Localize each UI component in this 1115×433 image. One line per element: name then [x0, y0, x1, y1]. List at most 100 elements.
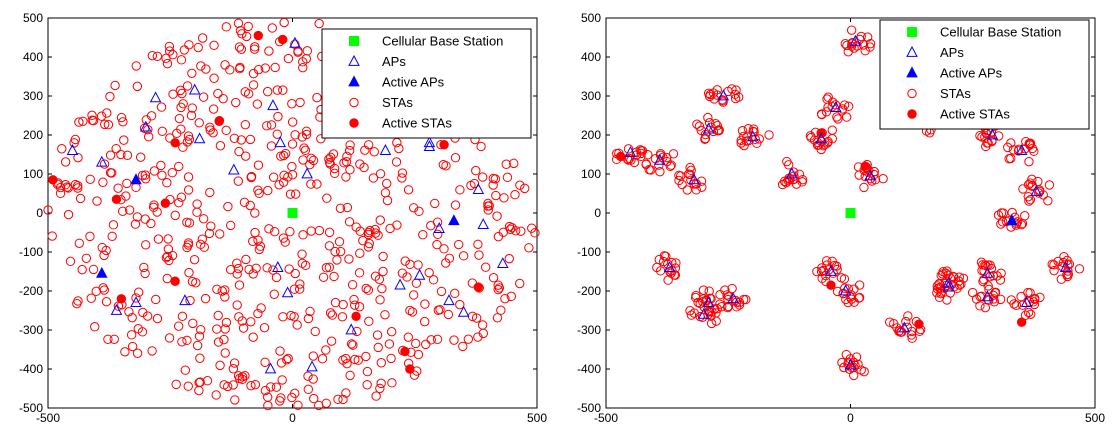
left-sta-point [177, 337, 187, 347]
left-sta-point [63, 209, 74, 220]
left-sta-point [376, 378, 386, 389]
right-x-tick-label: 0 [847, 411, 854, 425]
left-sta-point [392, 137, 402, 148]
left-sta-point [183, 240, 194, 250]
left-sta-point [397, 168, 408, 178]
right-sta-point [715, 299, 725, 309]
right-sta-point [704, 117, 715, 128]
right-sta-point [1029, 146, 1039, 157]
left-sta-point [375, 295, 385, 305]
left-sta-point [63, 183, 73, 193]
left-sta-point [132, 348, 143, 358]
right-ap-point [864, 169, 876, 181]
left-sta-point [328, 149, 339, 159]
left-sta-point [152, 207, 162, 217]
right-data-marks [611, 25, 1085, 381]
left-active-sta-point [405, 364, 415, 374]
right-sta-point [659, 251, 670, 261]
left-sta-point [218, 93, 228, 104]
right-sta-point [1023, 287, 1033, 298]
right-sta-point [686, 310, 697, 320]
left-sta-point [496, 305, 506, 315]
left-sta-point [219, 380, 229, 390]
left-sta-point [426, 335, 436, 345]
left-sta-point [297, 249, 307, 259]
left-sta-point [405, 305, 415, 316]
left-sta-point [419, 316, 430, 327]
right-sta-point [841, 112, 852, 122]
right-active-sta-point [826, 280, 836, 290]
right-ap-point [830, 101, 842, 113]
left-sta-point [305, 306, 315, 317]
left-sta-point [375, 169, 386, 179]
right-sta-point [691, 185, 701, 195]
right-ap-point [702, 296, 715, 308]
left-ap-point [306, 360, 318, 372]
left-sta-point [420, 299, 430, 309]
left-sta-point [230, 395, 240, 405]
right-legend-base-station-marker [907, 27, 917, 37]
left-y-tick-label: -300 [19, 323, 43, 337]
left-sta-point [374, 274, 385, 285]
left-ap-point [496, 257, 509, 269]
left-sta-point [285, 189, 296, 199]
left-sta-point [251, 263, 261, 273]
left-sta-point [140, 268, 150, 279]
right-sta-point [1003, 142, 1013, 153]
right-sta-point [1026, 309, 1036, 319]
left-sta-point [152, 51, 163, 61]
left-sta-point [327, 310, 338, 320]
right-sta-point [643, 150, 653, 160]
left-y-tick-label: -100 [19, 245, 43, 259]
left-x-tick-label: 500 [527, 411, 547, 425]
left-sta-point [185, 295, 195, 306]
left-sta-point [143, 132, 154, 142]
left-sta-point [156, 102, 167, 112]
right-scatter-plot: -500 0 500 500 400 300 200 100 0 -100 -200 -300 -400… [577, 11, 1105, 425]
right-sta-point [1020, 144, 1030, 154]
left-sta-point [171, 379, 181, 390]
right-sta-point [739, 131, 749, 142]
left-sta-point [215, 360, 225, 371]
left-ap-point [264, 362, 277, 374]
left-sta-point [238, 323, 249, 333]
left-sta-point [380, 188, 391, 198]
right-sta-point [742, 132, 752, 142]
left-sta-point [350, 300, 360, 310]
left-sta-point [248, 236, 258, 247]
left-sta-point [109, 334, 119, 344]
left-sta-point [122, 150, 133, 161]
left-sta-point [364, 316, 374, 327]
left-ap-point [188, 83, 201, 95]
left-sta-point [488, 180, 498, 190]
right-sta-point [859, 182, 869, 193]
right-sta-point [689, 308, 699, 318]
left-sta-point [198, 92, 209, 102]
left-sta-point [369, 147, 379, 157]
right-sta-point [996, 219, 1006, 229]
left-sta-point [276, 393, 286, 403]
right-sta-point [865, 42, 875, 52]
left-sta-point [433, 229, 443, 240]
left-sta-point [182, 137, 193, 147]
left-sta-point [488, 273, 499, 283]
left-sta-point [268, 265, 278, 275]
right-sta-point [736, 138, 746, 148]
left-sta-point [378, 266, 388, 277]
left-sta-point [279, 150, 289, 161]
left-sta-point [493, 284, 503, 295]
left-sta-point [308, 351, 318, 361]
right-sta-point [727, 283, 737, 294]
left-sta-point [270, 62, 280, 73]
right-legend-label: Active STAs [940, 107, 1010, 122]
left-sta-point [501, 159, 511, 169]
right-sta-point [854, 170, 864, 180]
right-sta-point [1020, 310, 1031, 320]
right-sta-point [936, 287, 947, 297]
left-sta-point [377, 283, 387, 294]
left-legend-label: STAs [382, 95, 413, 110]
left-sta-point [321, 345, 331, 355]
left-sta-point [301, 126, 312, 136]
left-ap-point [345, 323, 357, 335]
left-sta-point [221, 317, 232, 328]
